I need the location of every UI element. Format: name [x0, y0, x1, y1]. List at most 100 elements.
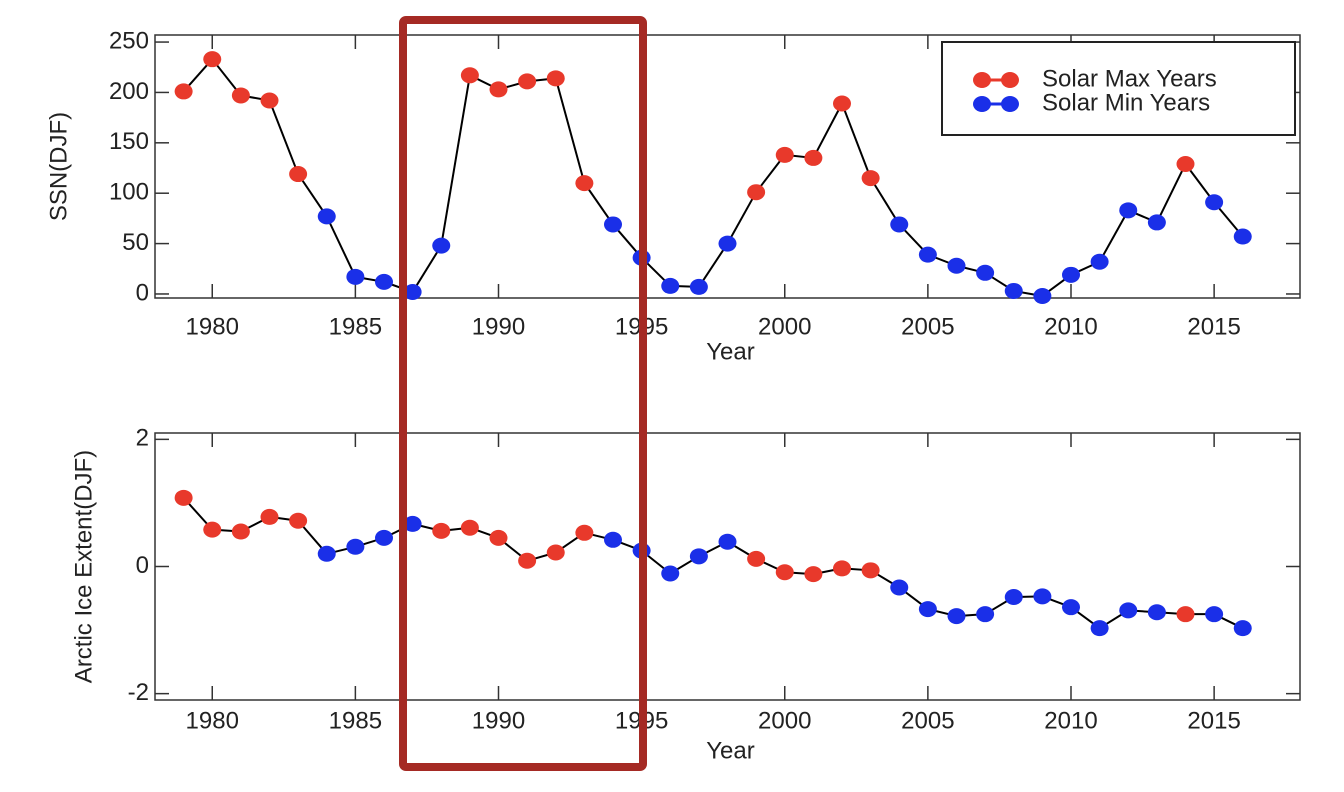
point [518, 552, 537, 569]
legend-marker [1001, 72, 1019, 88]
connector [440, 75, 471, 246]
point [575, 524, 594, 541]
point [1033, 287, 1052, 304]
y-axis-title: SSN(DJF) [45, 112, 72, 221]
point [747, 184, 766, 201]
point [833, 95, 851, 112]
point [1233, 620, 1252, 637]
point [976, 264, 995, 281]
connector [1155, 163, 1187, 223]
connector [841, 103, 872, 179]
y-tick-label: 0 [136, 552, 149, 579]
x-tick-label: 1985 [329, 707, 382, 734]
point [375, 529, 393, 546]
y-axis-title: Arctic Ice Extent(DJF) [70, 450, 97, 683]
point [375, 273, 393, 290]
point [947, 608, 966, 625]
connector [297, 173, 328, 217]
plot-frame [154, 34, 1301, 299]
x-tick-label: 2000 [758, 313, 811, 340]
point [1147, 214, 1166, 231]
connector [554, 78, 586, 184]
point [861, 170, 880, 187]
point [460, 67, 479, 84]
point [833, 560, 851, 577]
x-tick-label: 1985 [329, 313, 382, 340]
point [661, 565, 680, 582]
point [546, 70, 565, 87]
point [1176, 606, 1195, 623]
point [403, 283, 422, 300]
point [317, 545, 336, 562]
connector [1098, 209, 1130, 263]
point [718, 235, 737, 252]
y-tick-label: 250 [109, 27, 149, 54]
point [1062, 599, 1080, 616]
legend-marker [973, 96, 991, 112]
point [1233, 228, 1252, 245]
point [546, 544, 565, 561]
point [747, 550, 766, 567]
point [203, 51, 222, 68]
point [432, 237, 451, 254]
point [861, 562, 880, 579]
legend-marker [973, 72, 991, 88]
x-axis-title: Year [706, 338, 755, 365]
connector [698, 243, 729, 288]
point [804, 566, 823, 583]
point [346, 268, 365, 285]
point [689, 278, 708, 295]
point [918, 246, 937, 263]
x-tick-label: 1990 [472, 313, 525, 340]
point [976, 606, 995, 623]
point [775, 146, 794, 163]
point [604, 531, 622, 548]
y-tick-label: 200 [109, 78, 149, 105]
x-tick-label: 1980 [186, 707, 239, 734]
point [575, 175, 594, 192]
point [918, 601, 937, 618]
y-tick-label: 0 [136, 279, 149, 306]
point [289, 512, 308, 529]
point [1119, 202, 1138, 219]
x-tick-label: 2010 [1044, 313, 1097, 340]
connector [869, 177, 901, 225]
point [689, 548, 708, 565]
connector [411, 245, 443, 293]
x-tick-label: 2000 [758, 707, 811, 734]
point [890, 216, 909, 233]
point [346, 538, 365, 555]
point [718, 533, 737, 550]
connector [325, 215, 357, 278]
legend-label: Solar Min Years [1042, 89, 1210, 116]
x-tick-label: 2005 [901, 313, 954, 340]
point [317, 208, 336, 225]
point [489, 529, 508, 546]
point [403, 515, 422, 532]
point [1033, 588, 1052, 605]
point [947, 257, 966, 274]
point [661, 277, 680, 294]
point [1205, 606, 1224, 623]
plot-frame [154, 432, 1301, 701]
connector [726, 191, 757, 245]
point [489, 81, 508, 98]
point [804, 149, 823, 166]
point [1147, 604, 1166, 621]
point [890, 579, 909, 596]
y-tick-label: 50 [122, 229, 149, 256]
point [174, 489, 193, 506]
point [1004, 589, 1023, 606]
point [460, 519, 479, 536]
legend-box [941, 41, 1296, 136]
y-tick-label: 150 [109, 128, 149, 155]
point [1119, 602, 1138, 619]
x-tick-label: 2005 [901, 707, 954, 734]
point [231, 523, 250, 540]
point [1062, 266, 1080, 283]
point [289, 166, 308, 183]
point [775, 564, 794, 581]
point [1090, 253, 1109, 270]
x-tick-label: 1980 [186, 313, 239, 340]
